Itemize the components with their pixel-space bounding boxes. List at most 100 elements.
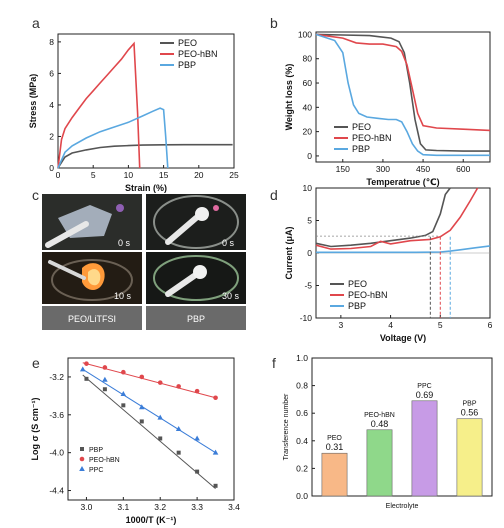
fit-line-pbp <box>82 374 216 490</box>
y-tick-label: 8 <box>49 37 54 47</box>
x-tick-label: 5 <box>91 170 96 180</box>
legend-label: PBP <box>348 301 366 311</box>
panel-letter-d: d <box>270 187 278 203</box>
caption-bar-right <box>146 306 246 330</box>
bar-value-label: 0.31 <box>326 442 344 452</box>
series-line-peo <box>315 33 490 152</box>
data-point-pbp <box>139 419 144 424</box>
data-point-ppc <box>79 366 86 372</box>
data-point-peo-hbn <box>213 395 218 401</box>
y-tick-label: 6 <box>49 68 54 78</box>
bar-value-label: 0.69 <box>416 390 434 400</box>
data-point-pbp <box>158 436 163 441</box>
legend-label: PBP <box>89 447 103 454</box>
legend-label: PEO-hBN <box>348 290 388 300</box>
flame-shape <box>116 204 124 212</box>
bar-category-label: PEO-hBN <box>364 412 395 419</box>
flame-test-photos: 0 s 0 s 10 s 30 s PEO/LiTFSI PBP <box>42 194 246 330</box>
y-tick-label: 1.0 <box>296 353 308 363</box>
bar-value-label: 0.48 <box>371 419 389 429</box>
series-line-peo-hbn <box>315 187 479 250</box>
bar-ppc <box>411 400 438 497</box>
y-tick-label: 0 <box>49 163 54 173</box>
chart-a-stress-strain: 0 5 10 15 20 25 0 2 4 6 8 Strain (%) Stress (MPa) PEO… <box>28 33 239 193</box>
series-line-pbp <box>57 107 169 169</box>
data-point-peo-hbn <box>194 388 200 394</box>
data-point-pbp <box>121 403 126 408</box>
data-point-peo-hbn <box>139 374 145 380</box>
data-point-peo-hbn <box>176 384 181 389</box>
photo-time-0s-a: 0 s <box>118 238 131 248</box>
data-point-ppc <box>102 376 108 382</box>
x-tick-label: 10 <box>124 170 134 180</box>
legend-label: PEO-hBN <box>89 457 120 464</box>
x-tick-label: 25 <box>229 170 239 180</box>
y-tick-label: 0.2 <box>296 463 308 473</box>
data-point-peo-hbn <box>157 380 163 385</box>
plot-frame <box>315 31 491 163</box>
x-tick-label: 5 <box>438 320 443 330</box>
chart-b-tga: 150 300 450 600 0 20 40 60 80 100 Temperatrue (℃) W… <box>284 29 491 187</box>
y-tick-label: 60 <box>303 78 313 88</box>
legend-marker <box>79 456 85 462</box>
petri-dish-shape <box>153 195 239 249</box>
x-axis-label: Strain (%) <box>125 183 167 193</box>
x-tick-label: 600 <box>456 164 470 174</box>
y-tick-label: -4.0 <box>49 448 64 458</box>
x-tick-label: 3.2 <box>154 502 166 512</box>
y-tick-label: -3.6 <box>49 410 64 420</box>
bar-peo-hbn <box>366 429 393 497</box>
photo-pbp-0s <box>146 194 246 250</box>
y-tick-label: 20 <box>303 127 313 137</box>
y-axis-label: Transference number <box>283 393 290 460</box>
legend-label: PEO-hBN <box>178 49 218 59</box>
y-tick-label: -4.4 <box>49 486 64 496</box>
y-tick-label: 0.0 <box>296 491 308 501</box>
legend-label: PPC <box>89 467 103 474</box>
y-tick-label: -3.2 <box>49 372 64 382</box>
data-point-pbp <box>84 376 89 381</box>
data-point-peo-hbn <box>102 365 108 370</box>
caption-pbp: PBP <box>187 314 205 324</box>
series-line-peo-hbn <box>57 41 141 169</box>
data-point-ppc <box>157 414 164 420</box>
data-point-pbp <box>195 469 200 474</box>
x-tick-label: 20 <box>194 170 204 180</box>
legend-marker <box>80 447 84 451</box>
data-point-pbp <box>213 483 218 488</box>
y-tick-label: 100 <box>298 29 312 39</box>
y-tick-label: 0.6 <box>296 408 308 418</box>
data-point-ppc <box>120 390 127 396</box>
y-axis-label: Stress (MPa) <box>28 74 38 129</box>
legend-label: PEO <box>352 122 371 132</box>
y-tick-label: 0 <box>307 248 312 258</box>
bar-value-label: 0.56 <box>461 408 479 418</box>
bar-category-label: PPC <box>417 383 431 390</box>
data-point-ppc <box>194 435 200 441</box>
x-tick-label: 0 <box>56 170 61 180</box>
series-line-pbp <box>316 245 491 254</box>
legend-marker <box>79 466 85 471</box>
panel-letter-c: c <box>32 187 39 203</box>
y-axis-label: Log σ (S cm⁻¹) <box>30 398 40 461</box>
x-tick-label: 3.1 <box>117 502 129 512</box>
y-tick-label: 80 <box>303 54 313 64</box>
y-tick-label: 5 <box>307 216 312 226</box>
petri-dish-shape <box>153 255 239 301</box>
x-axis-label: Temperatrue (℃) <box>366 177 439 187</box>
legend-label: PBP <box>178 60 196 70</box>
data-point-ppc <box>212 449 219 455</box>
caption-bar-left <box>42 306 142 330</box>
y-tick-label: 0 <box>307 151 312 161</box>
bar-peo <box>321 452 348 497</box>
chart-e-arrhenius: 3.0 3.1 3.2 3.3 3.4 -3.2 -3.6 -4.0 -4.4 1000/T (K… <box>30 357 240 525</box>
caption-peo-litfsi: PEO/LiTFSI <box>68 314 116 324</box>
fit-line-ppc <box>82 368 216 454</box>
film-sample <box>195 207 209 221</box>
tweezers-shape <box>165 215 199 245</box>
y-tick-label: 0.4 <box>296 436 308 446</box>
plot-frame <box>311 357 493 497</box>
data-point-ppc <box>175 426 182 431</box>
